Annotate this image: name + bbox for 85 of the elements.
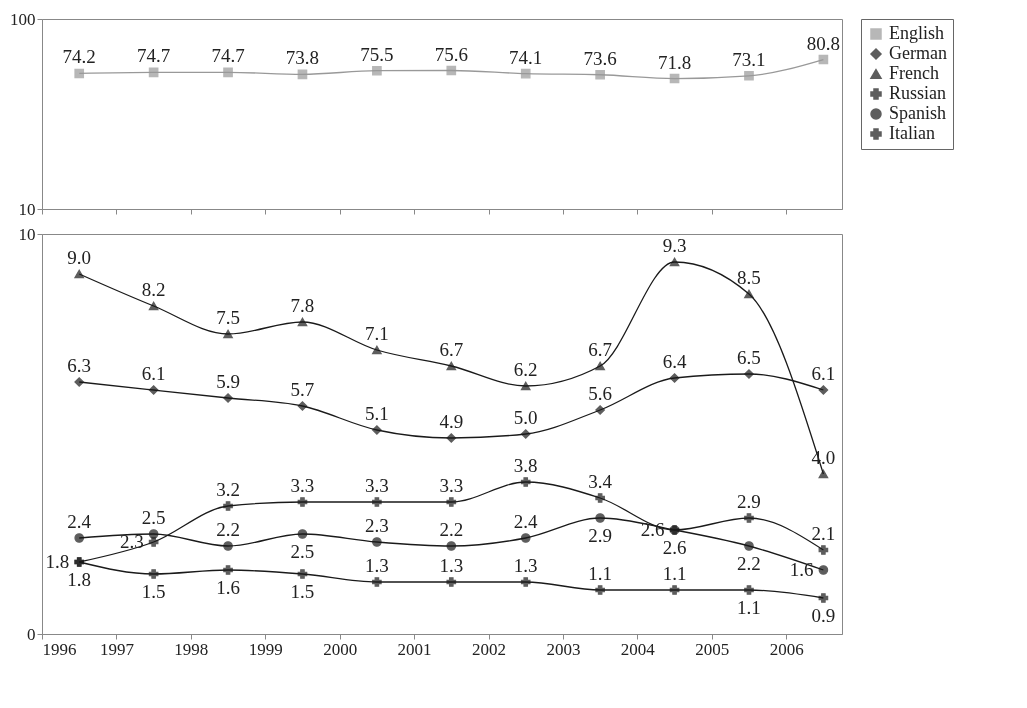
data-label: 2.5 [290, 541, 315, 562]
data-label: 73.6 [583, 47, 617, 69]
data-label: 74.2 [62, 46, 96, 68]
data-label: 3.2 [216, 479, 240, 500]
data-label: 9.0 [67, 247, 92, 268]
data-label: 1.3 [439, 555, 464, 576]
legend-label: Italian [889, 123, 935, 143]
data-label: 8.5 [737, 267, 761, 288]
data-label: 1.3 [513, 555, 538, 576]
data-label: 80.8 [806, 32, 841, 54]
data-label: 74.7 [211, 45, 245, 67]
data-label: 1.8 [67, 569, 92, 590]
data-label: 6.7 [588, 339, 613, 360]
data-label: 1.8 [45, 551, 70, 572]
data-label: 7.8 [290, 295, 315, 316]
data-label: 6.2 [513, 359, 538, 380]
legend-label: German [889, 43, 947, 63]
data-label: 3.8 [513, 455, 538, 476]
data-label: 1.3 [365, 555, 389, 576]
data-label: 73.1 [732, 48, 766, 70]
data-label: 6.3 [67, 355, 92, 376]
y-tick-label: 100 [10, 9, 36, 29]
data-label: 6.7 [439, 339, 464, 360]
data-label: 1.5 [290, 581, 315, 602]
data-label: 2.2 [737, 553, 761, 574]
data-label: 2.1 [811, 523, 836, 544]
data-label: 2.5 [141, 507, 166, 528]
data-label: 3.3 [290, 475, 315, 496]
data-label: 4.9 [439, 411, 464, 432]
data-label: 2.3 [119, 531, 144, 552]
x-tick-label: 1996 [42, 639, 77, 659]
y-tick-label: 10 [18, 199, 36, 219]
legend-label: French [889, 63, 939, 83]
data-label: 1.1 [662, 563, 687, 584]
x-tick-label: 2000 [323, 639, 358, 659]
x-tick-label: 1999 [248, 639, 283, 659]
data-label: 75.5 [360, 43, 394, 65]
x-tick-label: 2003 [546, 639, 581, 659]
data-label: 3.3 [439, 475, 464, 496]
data-label: 8.2 [141, 279, 166, 300]
x-tick-label: 2004 [620, 639, 656, 659]
x-tick-label: 2001 [397, 639, 432, 659]
data-label: 7.5 [216, 307, 240, 328]
data-label: 71.8 [657, 51, 692, 73]
data-label: 1.1 [588, 563, 613, 584]
data-label: 2.2 [216, 519, 240, 540]
data-label: 2.3 [365, 515, 389, 536]
data-label: 74.7 [137, 45, 171, 67]
data-label: 6.1 [811, 363, 836, 384]
data-label: 73.8 [285, 47, 320, 69]
data-label: 3.4 [588, 471, 613, 492]
x-tick-label: 2002 [472, 639, 507, 659]
data-label: 6.1 [141, 363, 166, 384]
x-tick-label: 1997 [99, 639, 135, 659]
data-label: 6.5 [737, 347, 761, 368]
data-label: 5.9 [216, 371, 240, 392]
data-label: 1.1 [737, 597, 761, 618]
data-label: 2.6 [662, 537, 687, 558]
data-label: 5.0 [513, 407, 538, 428]
y-tick-label: 0 [27, 624, 36, 644]
x-tick-label: 2006 [769, 639, 804, 659]
data-label: 74.1 [509, 46, 543, 68]
data-label: 1.6 [216, 577, 240, 598]
data-label: 2.2 [439, 519, 464, 540]
data-label: 6.4 [662, 351, 687, 372]
legend-label: Russian [889, 83, 947, 103]
data-label: 1.5 [141, 581, 166, 602]
x-tick-label: 2005 [695, 639, 730, 659]
data-label: 9.3 [662, 235, 687, 256]
data-label: 2.9 [737, 491, 761, 512]
data-label: 2.9 [588, 525, 613, 546]
data-label: 1.6 [789, 559, 814, 580]
data-label: 2.4 [513, 511, 539, 532]
x-tick-label: 1998 [174, 639, 209, 659]
data-label: 7.1 [365, 323, 389, 344]
data-label: 0.9 [811, 605, 836, 626]
data-label: 2.4 [67, 511, 92, 532]
data-label: 3.3 [365, 475, 389, 496]
legend-label: Spanish [889, 103, 947, 123]
data-label: 5.1 [365, 403, 389, 424]
data-label: 5.6 [588, 383, 613, 404]
data-label: 5.7 [290, 379, 315, 400]
legend-label: English [889, 23, 945, 43]
data-label: 75.6 [434, 43, 468, 65]
y-tick-label: 10 [18, 224, 36, 244]
